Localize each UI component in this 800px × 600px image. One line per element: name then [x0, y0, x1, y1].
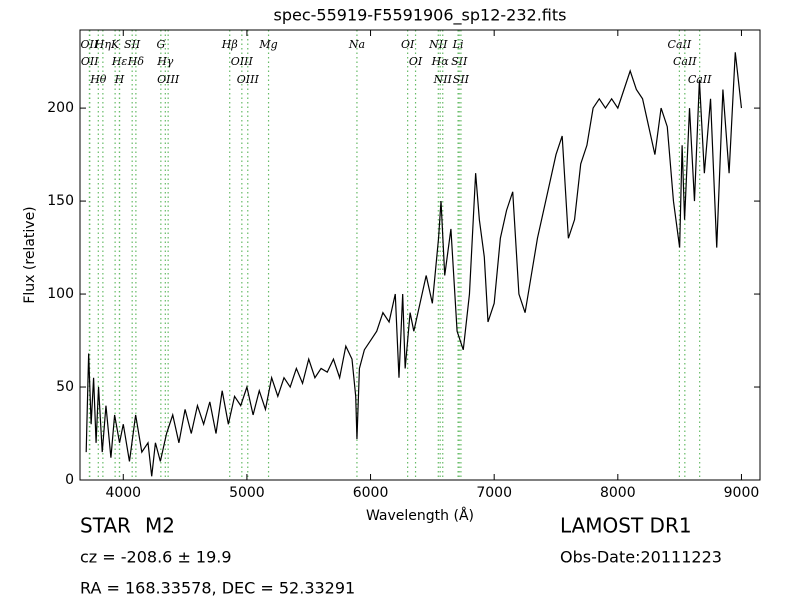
spectral-line-label: CaII — [668, 38, 692, 51]
spectral-line-label: Hδ — [127, 55, 145, 68]
spectral-line-label: Na — [348, 38, 365, 51]
x-tick-label: 7000 — [476, 485, 512, 501]
spectral-line-label: SII — [124, 38, 141, 51]
x-tick-label: 8000 — [600, 485, 636, 501]
spectral-line-label: SII — [453, 73, 470, 86]
spectral-line-label: CaII — [688, 73, 712, 86]
y-tick-label: 150 — [47, 193, 74, 209]
y-tick-label: 100 — [47, 286, 74, 302]
spectral-line-label: Hθ — [89, 73, 107, 86]
spectral-line-label: H — [114, 73, 125, 86]
y-axis-label: Flux (relative) — [22, 206, 38, 303]
x-axis-label: Wavelength (Å) — [366, 507, 474, 524]
spectral-line-label: Hα — [431, 55, 450, 68]
x-tick-label: 5000 — [229, 485, 265, 501]
y-tick-label: 200 — [47, 100, 74, 116]
spectral-line-label: Hη — [94, 38, 112, 51]
spectral-line-label: OI — [401, 38, 415, 51]
spectral-line-label: OIII — [237, 73, 260, 86]
spectrum-line — [85, 52, 743, 477]
spectral-line-label: OIII — [231, 55, 254, 68]
plot-frame — [79, 29, 761, 481]
spectral-line-label: OIII — [157, 73, 180, 86]
spectral-line-label: NII — [433, 73, 453, 86]
spectral-line-label: Hγ — [156, 55, 174, 68]
spectral-line-label: Li — [452, 38, 464, 51]
x-tick-label: 4000 — [105, 485, 141, 501]
y-tick-label: 0 — [65, 472, 74, 488]
spectral-line-label: CaII — [673, 55, 697, 68]
spectral-line-label: SII — [451, 55, 468, 68]
spectral-line-label: G — [156, 38, 165, 51]
y-tick-label: 50 — [56, 379, 74, 395]
spectral-line-label: K — [110, 38, 120, 51]
x-tick-label: 9000 — [724, 485, 760, 501]
spectral-line-label: Mg — [258, 38, 277, 51]
spectral-line-label: OII — [81, 55, 99, 68]
spectral-line-label: OI — [409, 55, 423, 68]
subclass: M2 — [145, 514, 175, 538]
spectral-line-label: NII — [428, 38, 448, 51]
class: STAR — [80, 514, 131, 538]
redshift: cz = -208.6 ± 19.9 — [80, 548, 232, 567]
chart-title: spec-55919-F5591906_sp12-232.fits — [274, 6, 567, 26]
obs-date: Obs-Date:20111223 — [560, 548, 722, 567]
x-tick-label: 6000 — [353, 485, 389, 501]
spectral-line-label: Hβ — [221, 38, 238, 51]
coordinates: RA = 168.33578, DEC = 52.33291 — [80, 579, 355, 598]
survey: LAMOST DR1 — [560, 514, 692, 538]
